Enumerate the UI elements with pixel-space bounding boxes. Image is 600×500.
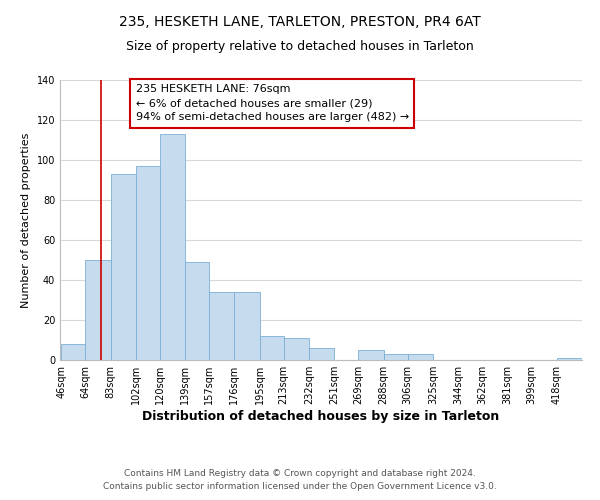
Bar xyxy=(407,354,433,360)
Bar xyxy=(110,174,136,360)
Text: Size of property relative to detached houses in Tarleton: Size of property relative to detached ho… xyxy=(126,40,474,53)
Bar xyxy=(260,336,284,360)
Text: Contains HM Land Registry data © Crown copyright and database right 2024.: Contains HM Land Registry data © Crown c… xyxy=(124,468,476,477)
Bar xyxy=(185,262,209,360)
Bar xyxy=(160,134,185,360)
Bar xyxy=(383,354,407,360)
Y-axis label: Number of detached properties: Number of detached properties xyxy=(21,132,31,308)
Text: 235, HESKETH LANE, TARLETON, PRESTON, PR4 6AT: 235, HESKETH LANE, TARLETON, PRESTON, PR… xyxy=(119,15,481,29)
Bar xyxy=(557,358,582,360)
Bar xyxy=(85,260,110,360)
Bar xyxy=(284,338,309,360)
Text: Contains public sector information licensed under the Open Government Licence v3: Contains public sector information licen… xyxy=(103,482,497,491)
Bar xyxy=(61,344,85,360)
Bar xyxy=(209,292,235,360)
Bar xyxy=(235,292,260,360)
Bar xyxy=(309,348,334,360)
Bar xyxy=(358,350,383,360)
X-axis label: Distribution of detached houses by size in Tarleton: Distribution of detached houses by size … xyxy=(142,410,500,423)
Text: 235 HESKETH LANE: 76sqm
← 6% of detached houses are smaller (29)
94% of semi-det: 235 HESKETH LANE: 76sqm ← 6% of detached… xyxy=(136,84,409,122)
Bar xyxy=(136,166,160,360)
